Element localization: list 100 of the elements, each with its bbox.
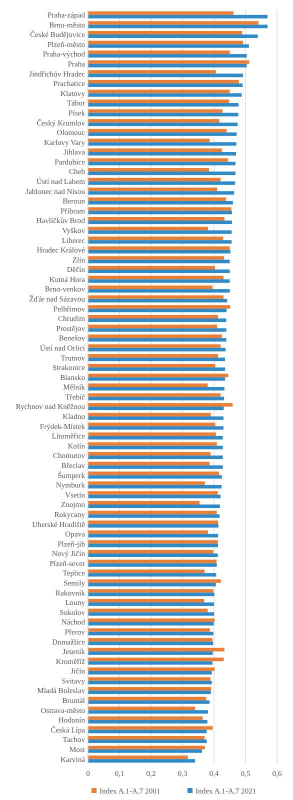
bar — [88, 540, 218, 544]
bar — [88, 217, 224, 221]
bar — [88, 348, 226, 352]
bar — [88, 334, 222, 338]
bar — [88, 680, 212, 684]
bar — [88, 289, 230, 293]
bar — [88, 426, 224, 430]
bar — [88, 308, 227, 312]
bar — [88, 544, 218, 548]
bar — [88, 563, 217, 567]
bar — [88, 667, 215, 671]
bar — [88, 582, 216, 586]
bar — [88, 570, 205, 574]
bar — [88, 295, 224, 299]
bar — [88, 354, 218, 358]
bar — [88, 266, 215, 270]
bar — [88, 494, 221, 498]
bar — [88, 504, 220, 508]
bar — [88, 269, 230, 274]
bar — [88, 54, 247, 58]
bar — [88, 24, 268, 28]
bar — [88, 598, 204, 602]
bar — [88, 197, 226, 201]
bar — [88, 328, 226, 332]
bar — [88, 83, 243, 87]
bar — [88, 158, 228, 162]
bar — [88, 256, 224, 260]
bar — [88, 119, 220, 123]
bar — [88, 677, 211, 681]
bar — [88, 628, 210, 632]
bar — [88, 520, 218, 524]
bar — [88, 14, 268, 18]
bar — [88, 465, 223, 469]
bar — [88, 736, 205, 740]
bar — [88, 364, 216, 368]
bar — [88, 383, 208, 387]
bar — [88, 622, 214, 626]
bar — [88, 220, 232, 224]
bar — [88, 148, 222, 152]
bar — [88, 276, 224, 280]
bar — [88, 260, 230, 264]
bar — [88, 305, 230, 309]
bar — [88, 246, 230, 250]
bar — [88, 759, 196, 763]
bar — [88, 298, 228, 302]
bar — [88, 240, 232, 244]
bar — [88, 109, 223, 113]
bar — [88, 618, 215, 622]
bar — [88, 589, 214, 593]
bar — [88, 387, 224, 391]
bar — [88, 632, 214, 636]
bar — [88, 472, 220, 476]
bar — [88, 560, 217, 564]
bar — [88, 396, 224, 400]
bar — [88, 720, 208, 724]
bar — [88, 710, 208, 714]
bar — [88, 670, 212, 674]
bar — [88, 286, 212, 290]
bar — [88, 602, 214, 606]
bar — [88, 100, 230, 104]
bar — [88, 716, 203, 720]
bar — [88, 442, 217, 446]
bar — [88, 530, 208, 534]
bar — [88, 70, 216, 74]
bar — [88, 550, 214, 554]
bar — [88, 178, 221, 182]
bar — [88, 34, 258, 38]
bar — [88, 90, 230, 94]
bar — [88, 687, 212, 691]
bar — [88, 338, 226, 342]
bar — [88, 80, 239, 84]
bar — [88, 592, 214, 596]
bar — [88, 412, 211, 416]
bar — [88, 138, 210, 142]
bar — [88, 226, 208, 230]
bar — [88, 181, 236, 185]
bar — [88, 21, 258, 25]
bar — [88, 93, 242, 97]
bar — [88, 279, 230, 283]
bar — [88, 324, 218, 328]
bar — [88, 422, 216, 426]
bar — [88, 188, 218, 192]
bar — [88, 103, 239, 107]
bar — [88, 484, 222, 488]
bar — [88, 730, 207, 734]
bar — [88, 318, 226, 322]
bar — [88, 726, 213, 730]
bar — [88, 534, 218, 538]
bar — [88, 367, 226, 371]
bar — [88, 514, 220, 518]
bar — [88, 406, 224, 410]
bar — [88, 756, 188, 760]
bar — [88, 377, 226, 381]
bar — [88, 152, 236, 156]
bar — [88, 236, 224, 240]
bar — [88, 749, 202, 753]
bar — [88, 608, 208, 612]
bar — [88, 573, 216, 577]
bar — [88, 579, 221, 583]
bar — [88, 60, 250, 64]
